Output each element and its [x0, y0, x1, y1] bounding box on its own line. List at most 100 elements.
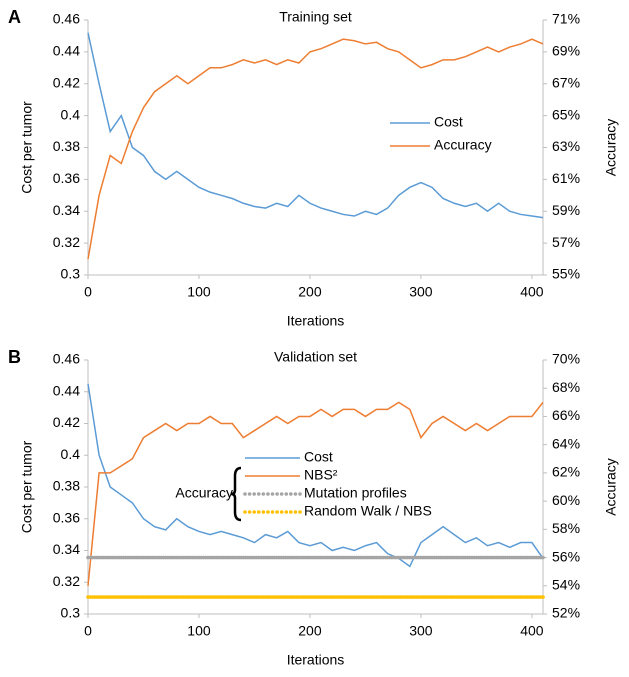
legend-swatch: [279, 510, 284, 514]
y-tick-label: 0.46: [53, 11, 80, 27]
y2-tick-label: 55%: [552, 266, 580, 282]
y2-tick-label: 64%: [552, 435, 580, 451]
series-line: [87, 383, 544, 568]
y2-axis-label: Accuracy: [603, 458, 619, 516]
y-tick-label: 0.38: [53, 478, 80, 494]
x-axis-label: Iterations: [287, 313, 345, 329]
legend-swatch: [243, 510, 247, 514]
legend-label: Random Walk / NBS: [304, 503, 432, 519]
y-tick-label: 0.44: [53, 382, 80, 398]
legend-swatch: [284, 510, 289, 514]
legend-swatch: [298, 492, 302, 496]
legend-swatch: [256, 510, 261, 514]
y-tick-label: 0.36: [53, 509, 80, 525]
panel-label: A: [8, 7, 21, 27]
y2-tick-label: 68%: [552, 379, 580, 395]
y2-tick-label: 56%: [552, 548, 580, 564]
x-tick-label: 0: [84, 623, 92, 639]
x-tick-label: 300: [409, 623, 433, 639]
legend-swatch: [279, 492, 284, 496]
y2-tick-label: 71%: [552, 11, 580, 27]
y2-tick-label: 67%: [552, 74, 580, 90]
y-tick-label: 0.42: [53, 74, 80, 90]
y-tick-label: 0.4: [61, 106, 81, 122]
legend-label: Accuracy: [434, 137, 492, 153]
y2-tick-label: 63%: [552, 138, 580, 154]
legend-swatch: [289, 492, 293, 496]
legend-swatch: [284, 492, 289, 496]
legend-swatch: [252, 492, 256, 496]
annotation: Accuracy: [175, 485, 233, 501]
brace: [230, 466, 242, 522]
x-tick-label: 100: [187, 284, 211, 300]
y2-tick-label: 54%: [552, 576, 580, 592]
legend-swatch: [247, 510, 252, 514]
y-tick-label: 0.38: [53, 138, 80, 154]
legend-label: NBS²: [304, 467, 338, 483]
legend-label: Cost: [304, 449, 333, 465]
y2-tick-label: 62%: [552, 464, 580, 480]
y2-tick-label: 57%: [552, 234, 580, 250]
y-tick-label: 0.3: [61, 266, 81, 282]
y2-axis-label: Accuracy: [603, 119, 619, 177]
y2-tick-label: 59%: [552, 202, 580, 218]
x-tick-label: 400: [520, 284, 544, 300]
y-tick-label: 0.42: [53, 414, 80, 430]
x-tick-label: 0: [84, 284, 92, 300]
legend-swatch: [270, 510, 275, 514]
y2-tick-label: 52%: [552, 605, 580, 621]
legend-swatch: [266, 492, 270, 496]
x-tick-label: 300: [409, 284, 433, 300]
y2-tick-label: 65%: [552, 106, 580, 122]
y-axis-label: Cost per tumor: [19, 101, 35, 194]
y-tick-label: 0.36: [53, 170, 80, 186]
y2-tick-label: 70%: [552, 351, 580, 367]
y-tick-label: 0.32: [53, 234, 80, 250]
legend-swatch: [252, 510, 256, 514]
legend-swatch: [298, 510, 302, 514]
legend-swatch: [289, 510, 293, 514]
legend-swatch: [266, 510, 270, 514]
y-tick-label: 0.34: [53, 541, 80, 557]
legend-swatch: [261, 510, 266, 514]
legend-swatch: [256, 492, 261, 496]
legend-swatch: [261, 492, 266, 496]
legend-label: Cost: [434, 114, 463, 130]
legend-swatch: [293, 492, 298, 496]
y2-tick-label: 69%: [552, 43, 580, 59]
panel-label: B: [8, 347, 21, 367]
y-tick-label: 0.32: [53, 573, 80, 589]
y2-tick-label: 58%: [552, 520, 580, 536]
x-tick-label: 400: [520, 623, 544, 639]
legend-swatch: [293, 510, 298, 514]
y2-tick-label: 60%: [552, 492, 580, 508]
series-dots: [86, 555, 545, 560]
legend-swatch: [275, 492, 279, 496]
y-tick-label: 0.4: [61, 446, 81, 462]
y-tick-label: 0.34: [53, 202, 80, 218]
legend-swatch: [243, 492, 247, 496]
legend-swatch: [247, 492, 252, 496]
x-axis-label: Iterations: [287, 652, 345, 668]
chart-title: Validation set: [274, 349, 357, 365]
series-line: [87, 32, 544, 219]
data-point: [541, 595, 545, 599]
y2-tick-label: 66%: [552, 407, 580, 423]
y-axis-label: Cost per tumor: [19, 440, 35, 533]
series-dots: [86, 595, 545, 599]
x-tick-label: 100: [187, 623, 211, 639]
y2-tick-label: 61%: [552, 170, 580, 186]
legend-label: Mutation profiles: [304, 485, 407, 501]
x-tick-label: 200: [298, 623, 322, 639]
legend-swatch: [270, 492, 275, 496]
series-line: [87, 401, 544, 586]
legend-swatch: [275, 510, 279, 514]
y-tick-label: 0.44: [53, 43, 80, 59]
chart-title: Training set: [279, 9, 352, 25]
y-tick-label: 0.46: [53, 351, 80, 367]
data-point: [541, 555, 545, 560]
x-tick-label: 200: [298, 284, 322, 300]
series-line: [87, 38, 544, 260]
y-tick-label: 0.3: [61, 605, 81, 621]
